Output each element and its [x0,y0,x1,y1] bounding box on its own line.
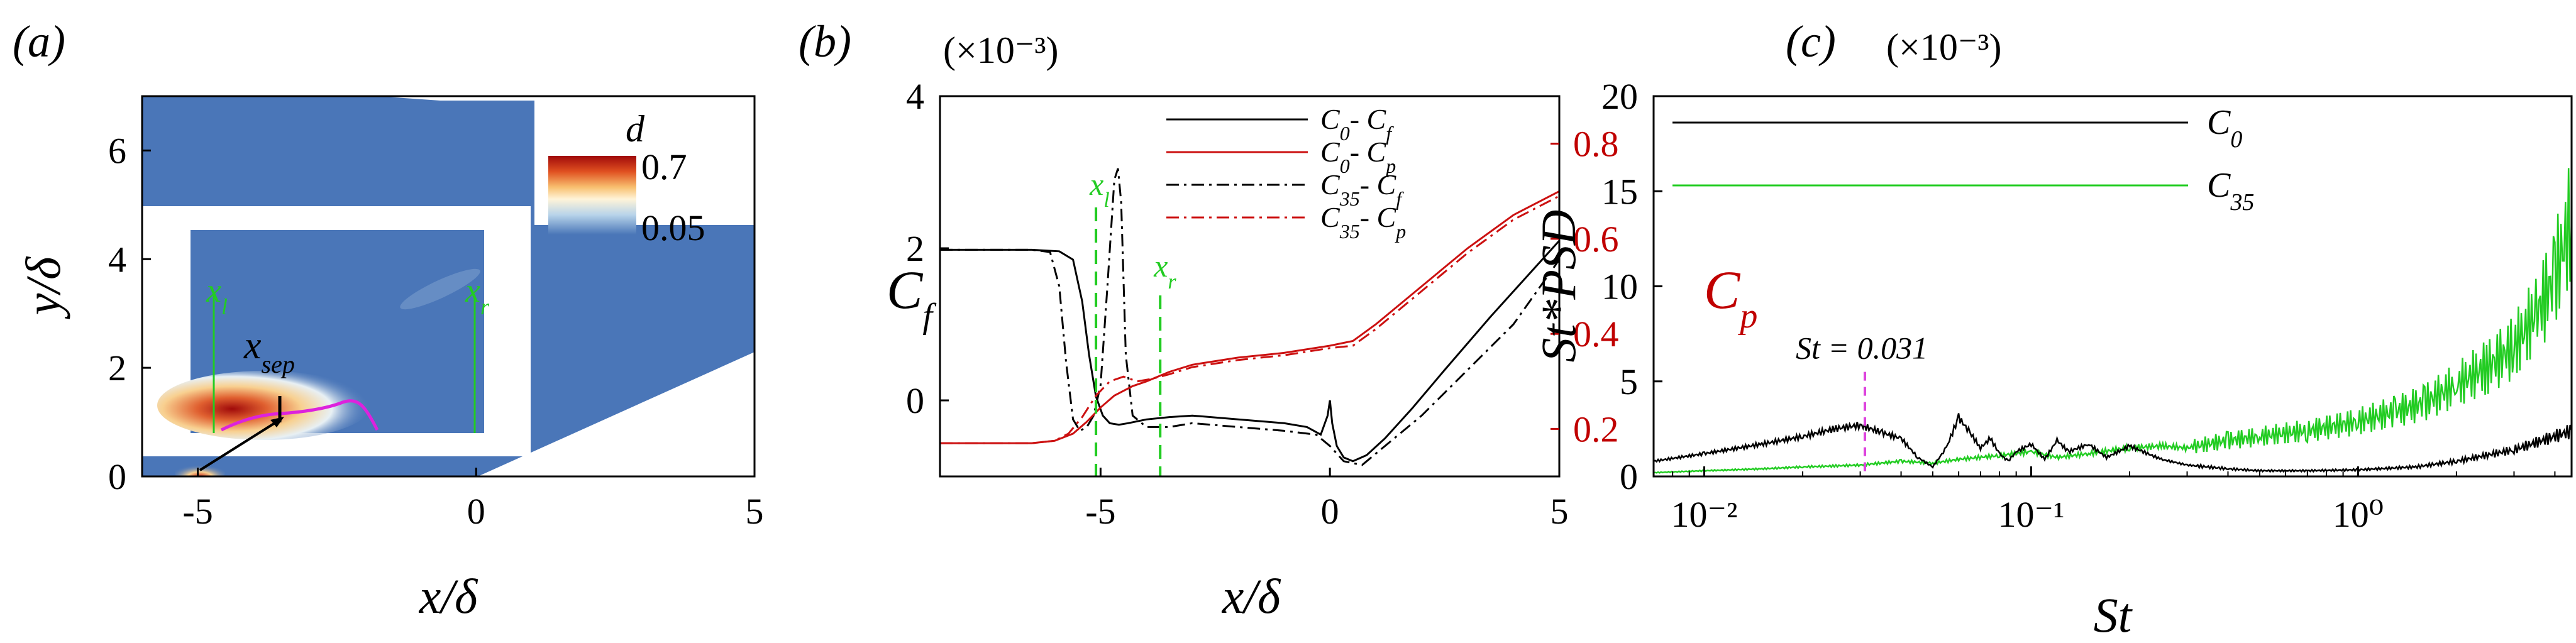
panel-b-label: (b) [799,16,851,67]
axes-b-frame [939,95,1561,478]
series-C0-Cf [940,239,1559,463]
multiplier-b: (×10⁻³) [943,30,1058,71]
axes-a-xtick-label: 0 [467,491,485,532]
panel-a: (a) xl xr xsep [13,16,764,624]
colorbar-gradient [548,156,636,234]
axes-b-xtick-label: 5 [1551,491,1569,532]
axes-c-ticks: 10⁻² 10⁻¹ 10⁰ 0 5 10 15 20 [1601,76,2556,535]
axes-b-ylabel-right: Cp [1704,260,1757,336]
colorbar-max: 0.7 [641,146,687,187]
panel-c: (c) (×10⁻³) St = 0.031 10⁻² 10⁻¹ 10⁰ 0 5 10 15… [1531,16,2573,642]
axes-c-xtick-label: 10⁰ [2333,494,2384,535]
axes-a-frame [141,95,756,478]
series-C35 [1654,168,2572,474]
panel-b: (b) (×10⁻³) xl xr -5 0 5 0 2 4 0.2 0.4 0.6 0.8 C0… [799,16,1757,624]
axes-c-ytick-label: 10 [1601,267,1638,307]
axes-c-xlabel: St [2094,588,2133,642]
axes-b-xlabel: x/δ [1222,569,1281,624]
ramp-wall [478,352,755,476]
axes-a-ytick-label: 2 [108,348,126,388]
colorbar-min: 0.05 [641,207,705,248]
panel-c-label: (c) [1786,16,1836,67]
axes-c-ytick-label: 15 [1601,171,1638,212]
axes-a-ytick-label: 4 [108,239,126,280]
field-near-wall-feature [175,463,225,476]
axes-a-ylabel: y/δ [16,256,70,319]
axes-a-ticks: -5 0 5 0 2 4 6 [108,130,764,532]
axes-a-ytick-label: 6 [108,130,126,171]
axes-b-ytick-left-label: 2 [906,228,924,269]
axes-b-xtick-label: 0 [1321,491,1339,532]
series-C35-Cf [940,168,1559,466]
axes-b-ytick-right-label: 0.8 [1573,124,1619,165]
legend-c-entry: C0 [2207,103,2242,153]
axes-b-xtick-label: -5 [1085,491,1115,532]
axes-b-ytick-right-label: 0.2 [1573,409,1619,449]
axes-a-xtick-label: 5 [746,491,764,532]
axes-c-ylabel: St*PSD [1531,210,1586,363]
inset-hotspot [157,371,371,440]
series-C0 [1654,413,2572,473]
colorbar: d 0.7 0.05 [534,96,755,248]
axes-b-ytick-left-label: 4 [906,76,924,117]
axes-c-ytick-label: 0 [1620,456,1638,497]
c-series [1654,168,2572,474]
colorbar-title: d [626,108,645,150]
multiplier-c: (×10⁻³) [1886,26,2001,68]
axes-c-ytick-label: 20 [1601,76,1638,117]
marker-xr-label: xr [1153,248,1176,294]
axes-b-ytick-left-label: 0 [906,380,924,421]
panel-a-label: (a) [13,16,65,67]
psd-peak-annotation: St = 0.031 [1796,331,1928,366]
axes-a-ytick-label: 0 [108,456,126,497]
series-C35-Cp [940,195,1559,444]
inset-contour [400,268,480,310]
inset-plot: xl xr xsep [157,230,490,440]
axes-c-ytick-label: 5 [1620,361,1638,402]
inset-arrow-head [270,417,284,427]
axes-a-xlabel: x/δ [419,569,478,624]
axes-c-frame [1652,95,2573,478]
marker-xl-label: xl [1089,167,1110,212]
axes-c-xtick-label: 10⁻¹ [1998,494,2064,535]
inset-separation-line [220,399,379,432]
legend-c-entry: C35 [2207,166,2254,216]
axes-a-xtick-label: -5 [182,491,213,532]
axes-b-ytick-right-label: 0.4 [1573,314,1619,354]
inset-arrow [199,419,281,471]
legend-b-entry: C35- Cp [1320,201,1406,243]
series-C0-Cp [940,190,1559,444]
axes-b-ticks: -5 0 5 0 2 4 0.2 0.4 0.6 0.8 [906,76,1619,532]
axes-b-ytick-right-label: 0.6 [1573,219,1619,260]
axes-b-ylabel-left: Cf [887,260,937,336]
axes-c-xtick-label: 10⁻² [1671,494,1738,535]
b-series [940,168,1559,466]
